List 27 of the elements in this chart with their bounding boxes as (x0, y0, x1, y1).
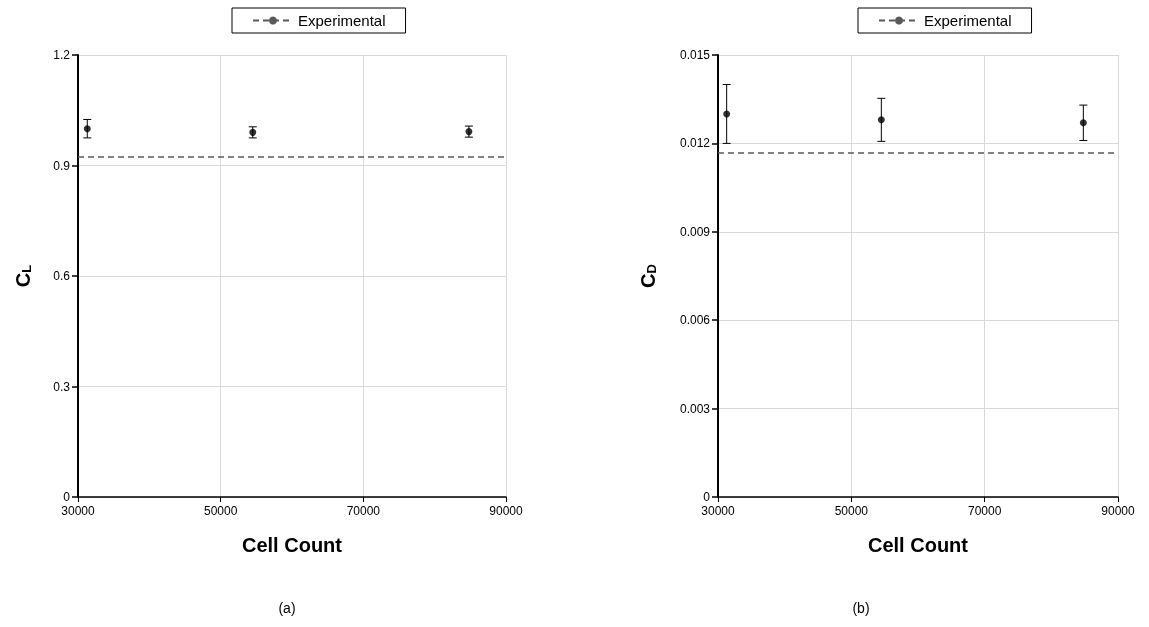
y-axis-title: CD (636, 264, 659, 288)
legend-label: Experimental (924, 12, 1012, 29)
y-tick-label: 0 (703, 490, 711, 504)
y-tick-label: 0.009 (679, 224, 711, 239)
y-tick-label: 0.3 (53, 379, 71, 394)
legend-label: Experimental (298, 12, 386, 29)
y-tick-label: 0.003 (679, 401, 711, 416)
x-tick-label: 90000 (1101, 504, 1136, 518)
y-tick-label: 0.015 (679, 48, 711, 62)
x-axis-title: Cell Count (868, 534, 969, 556)
x-tick-label: 90000 (489, 504, 524, 518)
x-tick-label: 30000 (61, 504, 96, 518)
y-tick-label: 0.006 (679, 313, 711, 328)
y-tick-label: 0 (63, 490, 71, 504)
x-tick-label: 30000 (701, 504, 736, 518)
text: (a) (278, 600, 296, 616)
y-tick-label: 0.6 (53, 269, 71, 283)
text: (b) (852, 600, 870, 616)
x-tick-label: 50000 (203, 504, 238, 518)
y-axis-title: CL (11, 264, 34, 288)
x-axis-title: Cell Count (242, 534, 343, 556)
x-tick-label: 70000 (346, 504, 381, 518)
y-tick-label: 0.9 (53, 158, 71, 173)
y-tick-label: 0.012 (679, 136, 711, 151)
x-tick-label: 50000 (834, 504, 869, 518)
x-tick-label: 70000 (967, 504, 1002, 518)
y-tick-label: 1.2 (53, 48, 71, 62)
